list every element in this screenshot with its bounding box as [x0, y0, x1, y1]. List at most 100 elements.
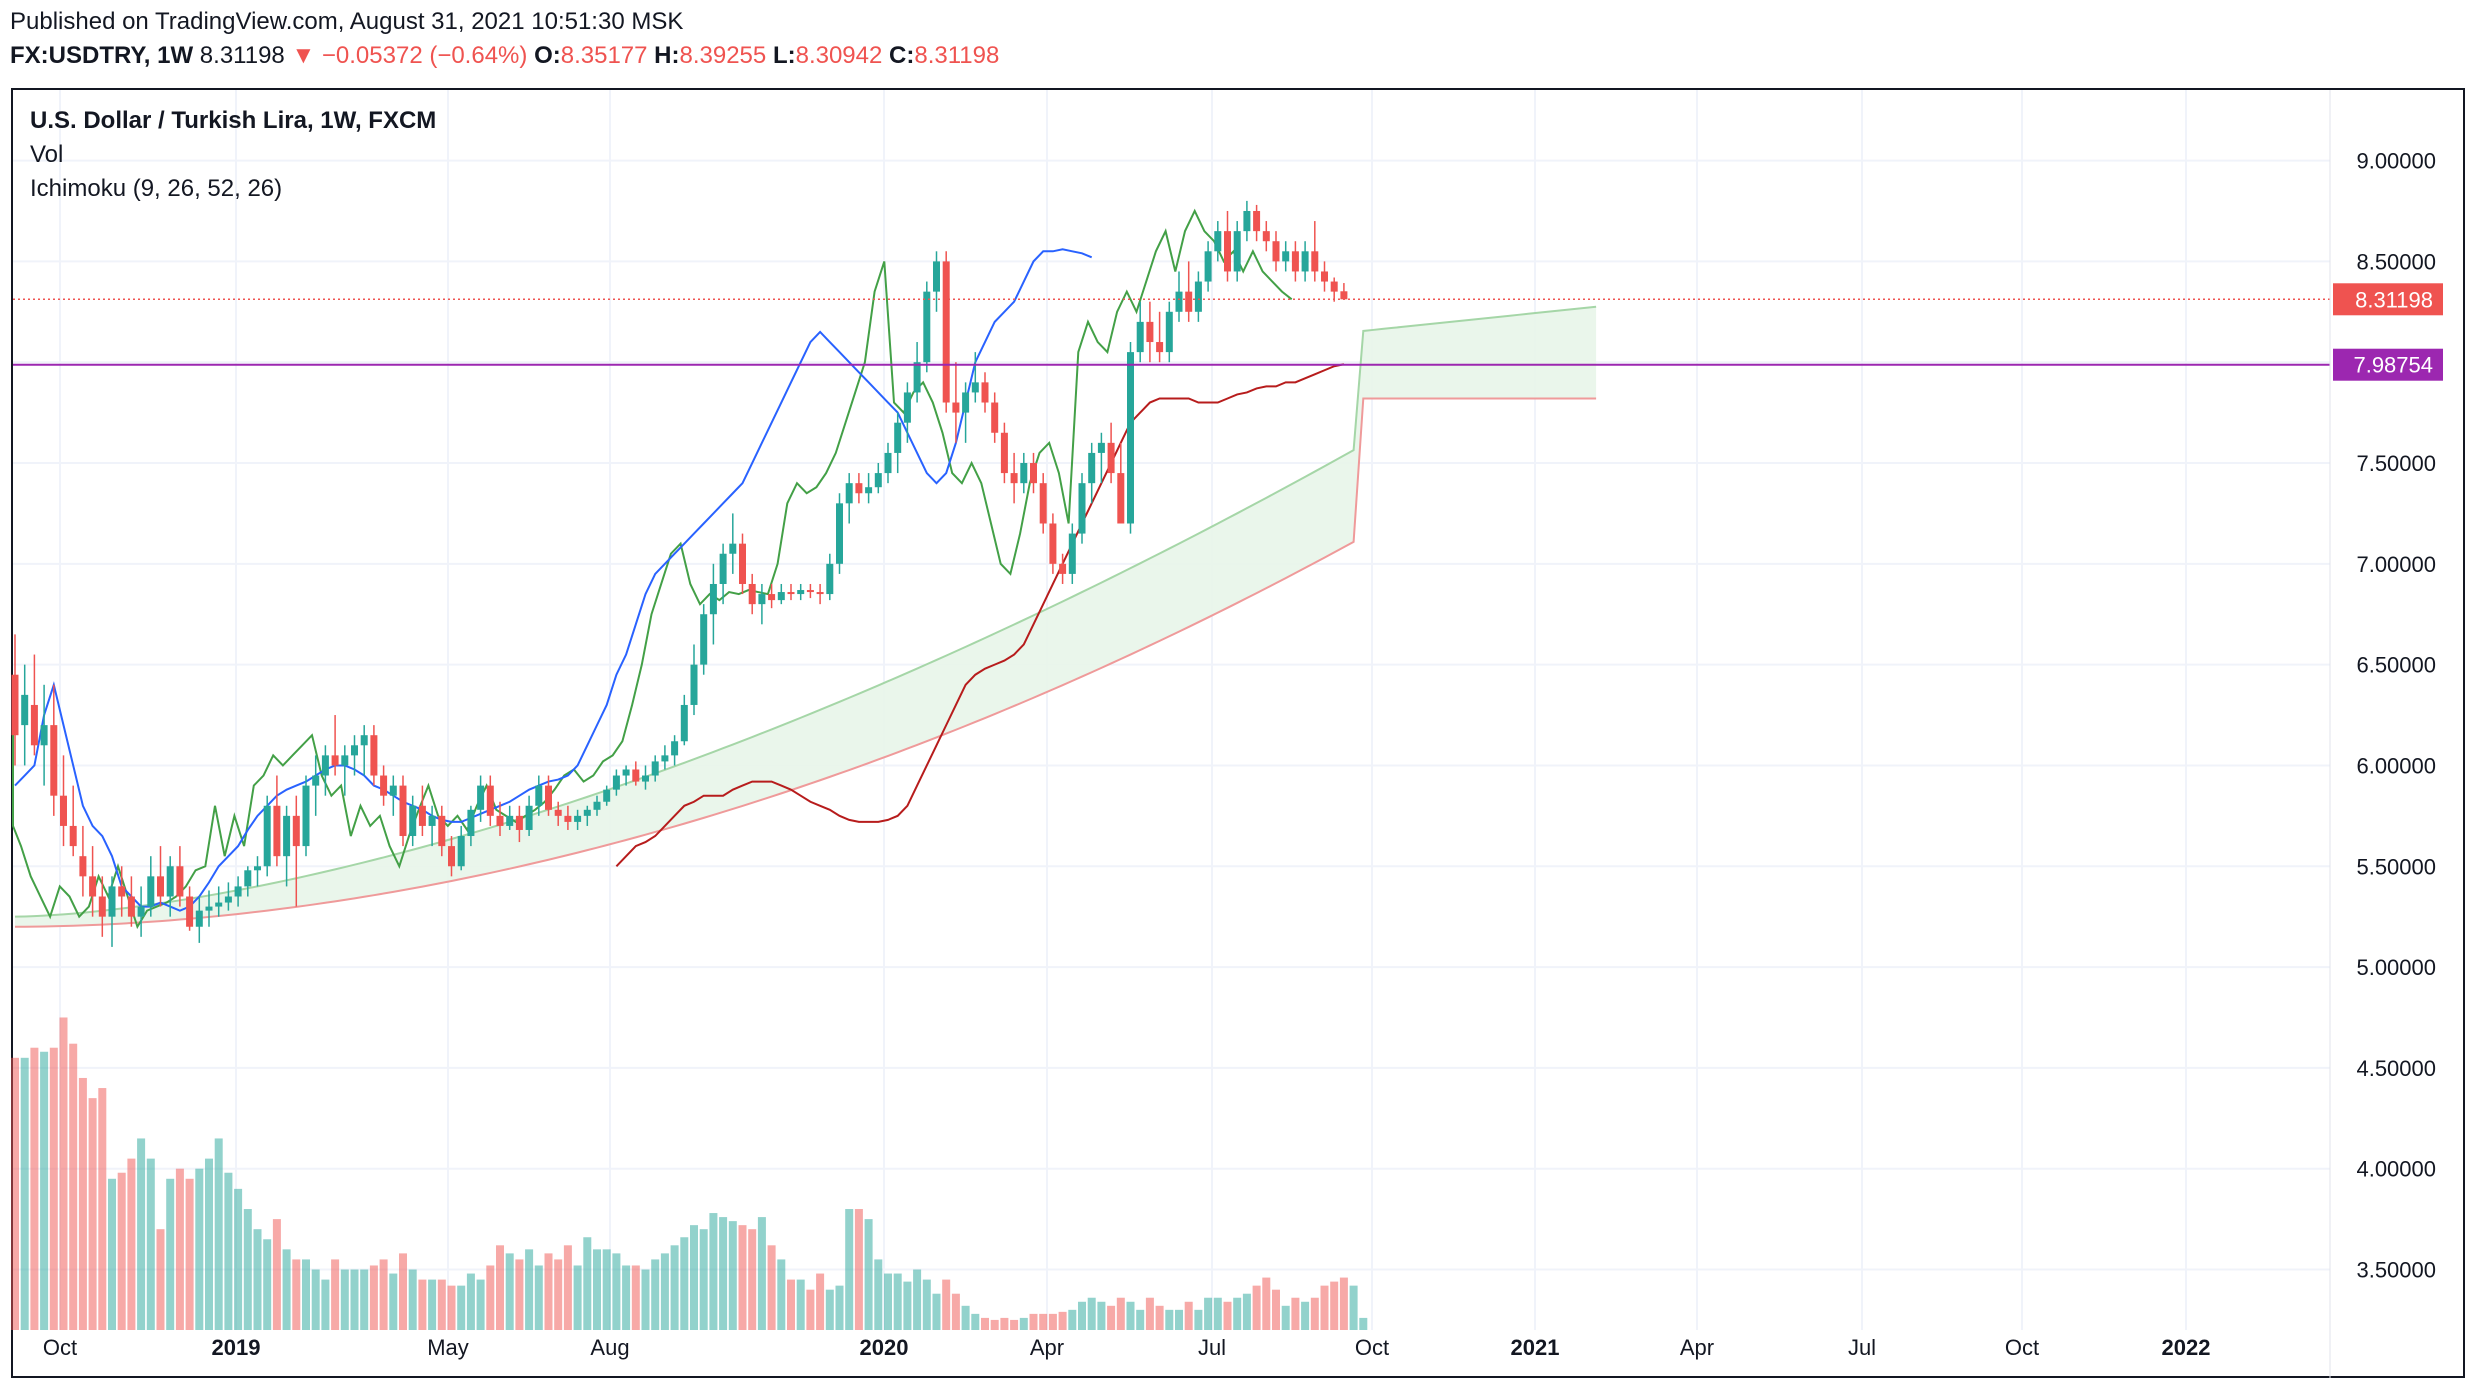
volume-bar	[593, 1249, 601, 1330]
candle-body	[535, 785, 543, 806]
candle-body	[913, 362, 921, 393]
candle-body	[1311, 251, 1319, 272]
volume-bar	[622, 1265, 631, 1330]
volume-bar	[835, 1285, 844, 1330]
volume-bar	[612, 1253, 621, 1330]
candle-body	[1204, 251, 1212, 282]
volume-bar	[515, 1259, 524, 1330]
volume-bar	[1272, 1289, 1280, 1330]
candle-body	[1321, 271, 1328, 282]
volume-bar	[117, 1172, 126, 1330]
volume-bar	[447, 1285, 456, 1330]
legend-volume: Vol	[30, 141, 64, 168]
candle-body	[1262, 231, 1270, 242]
volume-bar	[884, 1273, 892, 1330]
volume-bar	[719, 1217, 728, 1330]
volume-bar	[331, 1259, 340, 1330]
candle-body	[545, 785, 552, 810]
volume-bar	[486, 1265, 495, 1330]
y-tick-label: 5.00000	[2356, 955, 2436, 980]
volume-bar	[302, 1259, 310, 1330]
volume-bar	[137, 1138, 146, 1330]
y-tick-label: 6.00000	[2356, 753, 2436, 778]
volume-bar	[1039, 1313, 1048, 1330]
volume-bar	[418, 1279, 427, 1330]
candle-body	[612, 775, 620, 790]
volume-bar	[1349, 1285, 1358, 1330]
volume-bar	[59, 1017, 68, 1330]
volume-bar	[40, 1051, 49, 1330]
volume-bar	[554, 1259, 563, 1330]
candle-body	[855, 483, 863, 494]
volume-bar	[816, 1273, 825, 1330]
volume-bar	[1019, 1317, 1028, 1330]
candle-body	[1010, 473, 1018, 484]
volume-bar	[321, 1279, 330, 1330]
candle-body	[1243, 210, 1251, 232]
candle-body	[312, 775, 320, 786]
candle-body	[79, 856, 87, 877]
candle-body	[777, 592, 785, 601]
candle-body	[1340, 291, 1348, 300]
candle-body	[215, 902, 223, 907]
x-tick-label: May	[427, 1335, 469, 1360]
candle-body	[903, 392, 911, 423]
volume-bar	[1087, 1297, 1096, 1330]
candle-body	[127, 896, 135, 917]
volume-bar	[127, 1158, 136, 1330]
candle-body	[1059, 563, 1067, 574]
candle-body	[836, 503, 843, 564]
candle-body	[1301, 251, 1309, 272]
volume-bar	[1116, 1297, 1125, 1330]
candle-body	[564, 815, 572, 822]
close-label: C:	[889, 42, 915, 69]
low-label: L:	[772, 42, 796, 69]
candle-body	[283, 815, 291, 857]
candle-body	[331, 755, 339, 766]
candle-body	[1117, 473, 1125, 524]
candle-body	[709, 583, 717, 615]
chart-legend: U.S. Dollar / Turkish Lira, 1W, FXCM Vol…	[30, 104, 436, 206]
last-price-tag: 8.31198	[2355, 287, 2433, 312]
candle-body	[438, 815, 446, 847]
candle-body	[186, 896, 194, 927]
volume-bar	[1184, 1301, 1193, 1330]
volume-bar	[544, 1253, 553, 1330]
candle-body	[321, 755, 329, 776]
candle-body	[147, 876, 155, 907]
candle-body	[30, 704, 38, 746]
volume-bar	[408, 1269, 417, 1330]
candle-body	[1291, 251, 1299, 272]
quote-line: FX:USDTRY, 1W 8.31198 ▼ −0.05372 (−0.64%…	[10, 42, 999, 70]
candle-body	[729, 543, 737, 554]
candle-body	[1165, 311, 1173, 353]
volume-bar	[360, 1269, 369, 1330]
candle-body	[176, 866, 184, 897]
volume-bar	[796, 1279, 805, 1330]
candle-body	[1156, 342, 1164, 353]
y-tick-label: 4.50000	[2356, 1056, 2436, 1081]
candle-body	[108, 886, 116, 917]
candle-body	[971, 382, 979, 393]
candle-body	[845, 483, 853, 504]
candle-body	[11, 674, 19, 736]
volume-bar	[505, 1253, 514, 1330]
candle-body	[671, 741, 679, 756]
level-price-tag-bg	[2333, 348, 2443, 381]
volume-bar	[399, 1253, 407, 1330]
volume-bar	[845, 1209, 854, 1330]
volume-bar	[971, 1313, 980, 1330]
volume-bar	[1107, 1305, 1116, 1330]
low-value: 8.30942	[795, 42, 883, 69]
volume-bar	[214, 1138, 223, 1330]
volume-bar	[457, 1285, 466, 1330]
x-tick-label: Jul	[1198, 1335, 1226, 1360]
high-value: 8.39255	[679, 42, 767, 69]
candle-body	[486, 785, 494, 816]
volume-bar	[1155, 1305, 1164, 1330]
volume-bar	[496, 1245, 504, 1330]
volume-bar	[389, 1273, 398, 1330]
candle-body	[1272, 241, 1280, 262]
candle-body	[1194, 281, 1202, 312]
